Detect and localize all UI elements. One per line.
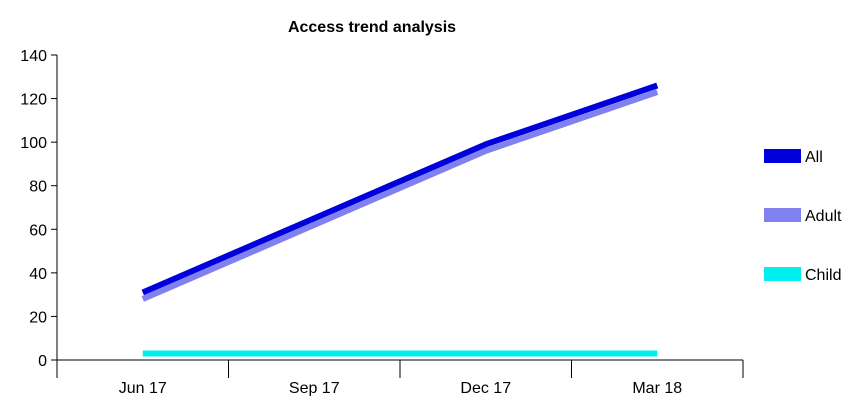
legend-label-all: All xyxy=(805,149,823,166)
y-tick-label: 120 xyxy=(20,92,47,109)
x-axis: Jun 17 Sep 17 Dec 17 Mar 18 xyxy=(56,359,744,396)
y-tick-label: 40 xyxy=(29,266,47,283)
x-tick-label: Jun 17 xyxy=(119,380,167,396)
legend-swatch-adult xyxy=(764,208,801,222)
legend-swatch-child xyxy=(764,267,801,281)
series-layer xyxy=(141,82,659,357)
legend-label-child: Child xyxy=(805,267,841,284)
chart-title: Access trend analysis xyxy=(288,19,456,36)
y-tick-label: 20 xyxy=(29,309,47,326)
series-line-all xyxy=(141,82,659,296)
x-tick-label: Dec 17 xyxy=(460,380,511,396)
y-tick-label: 60 xyxy=(29,222,47,239)
y-tick-label: 0 xyxy=(38,353,47,370)
series-line-adult xyxy=(141,89,659,302)
y-tick-label: 140 xyxy=(20,48,47,65)
legend: All Adult Child xyxy=(764,149,842,284)
y-axis: 0 20 40 60 80 100 120 140 xyxy=(20,48,58,370)
legend-swatch-all xyxy=(764,149,801,163)
y-tick-label: 80 xyxy=(29,179,47,196)
legend-label-adult: Adult xyxy=(805,208,842,225)
x-tick-label: Mar 18 xyxy=(632,380,682,396)
y-tick-label: 100 xyxy=(20,135,47,152)
x-tick-label: Sep 17 xyxy=(289,380,340,396)
